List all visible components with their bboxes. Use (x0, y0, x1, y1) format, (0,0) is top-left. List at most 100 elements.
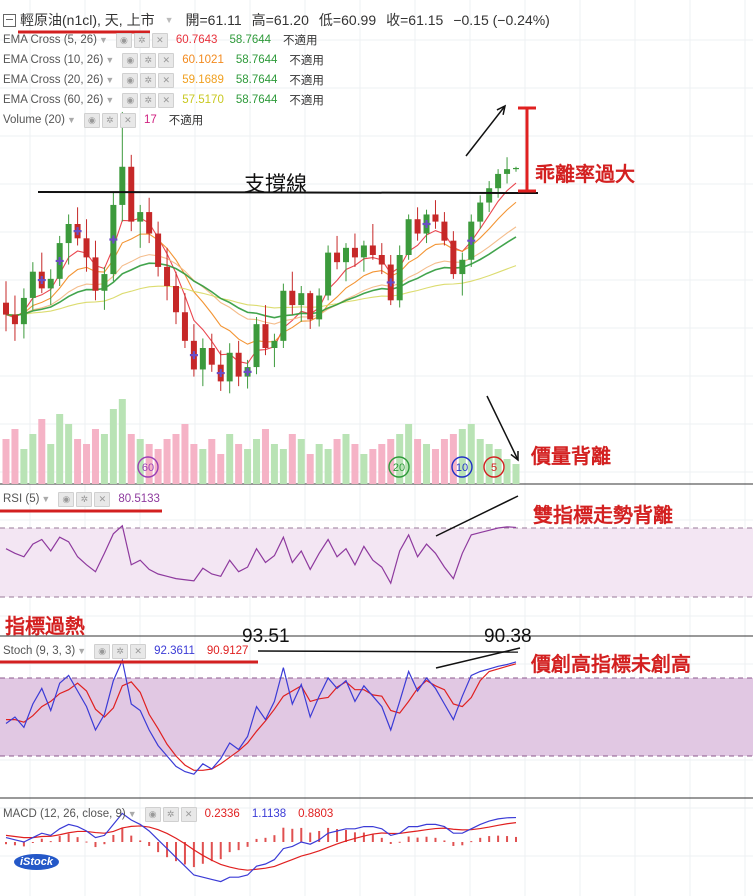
eye-icon[interactable]: ◉ (94, 643, 111, 659)
volume-bar (342, 434, 350, 484)
price-volume-divergence-label: 價量背離 (531, 446, 611, 468)
caret-icon[interactable]: ▼ (105, 75, 115, 85)
candle-body (119, 166, 126, 205)
volume-bar (378, 444, 386, 484)
caret-icon[interactable]: ▼ (105, 95, 115, 105)
volume-legend-name[interactable]: Volume (20) (3, 114, 66, 126)
stoch-high-1: 93.51 (242, 626, 290, 647)
macd-histogram-bar (121, 827, 124, 842)
candle-body (253, 324, 260, 368)
caret-icon[interactable]: ▼ (77, 646, 87, 656)
rsi-legend: RSI (5) ▼ ◉ ✲ ✕ 80.5133 (3, 491, 172, 507)
close-icon[interactable]: ✕ (158, 92, 175, 108)
eye-icon[interactable]: ◉ (58, 491, 75, 507)
macd-histogram-bar (416, 837, 419, 842)
gear-icon[interactable]: ✲ (140, 52, 157, 68)
stoch-legend-name[interactable]: Stoch (9, 3, 3) (3, 645, 76, 657)
gear-icon[interactable]: ✲ (133, 32, 150, 48)
candle-body (450, 240, 457, 275)
volume-bar (172, 434, 180, 484)
candle-body (351, 247, 358, 258)
candle-body (414, 219, 421, 234)
close-value: 收=61.15 (386, 12, 444, 28)
volume-marker-label: 20 (393, 462, 405, 474)
candle-body (405, 219, 412, 255)
candle-body (226, 352, 233, 382)
eye-icon[interactable]: ◉ (122, 92, 139, 108)
ema-cross-marker (189, 351, 198, 360)
volume-marker-label: 60 (142, 462, 154, 474)
candle-body (137, 212, 144, 222)
ema-cross-marker (243, 367, 252, 376)
collapse-square-icon[interactable] (3, 13, 16, 27)
ema-legend-name[interactable]: EMA Cross (5, 26) (3, 34, 97, 46)
close-icon[interactable]: ✕ (158, 52, 175, 68)
volume-bar (163, 439, 171, 484)
caret-icon[interactable]: ▼ (127, 809, 137, 819)
caret-icon[interactable]: ▼ (98, 35, 108, 45)
macd-histogram-bar (336, 829, 339, 842)
volume-bar (476, 439, 484, 484)
rsi-legend-name[interactable]: RSI (5) (3, 493, 40, 505)
volume-bar (324, 449, 332, 484)
macd-histogram-bar (425, 836, 428, 842)
ema-legend-name[interactable]: EMA Cross (60, 26) (3, 94, 104, 106)
eye-icon[interactable]: ◉ (122, 72, 139, 88)
gear-icon[interactable]: ✲ (101, 112, 118, 128)
stoch-high-2: 90.38 (484, 626, 532, 647)
gear-icon[interactable]: ✲ (76, 491, 93, 507)
ema-legend-name[interactable]: EMA Cross (20, 26) (3, 74, 104, 86)
macd-legend-name[interactable]: MACD (12, 26, close, 9) (3, 808, 126, 820)
macd-histogram-bar (443, 840, 446, 842)
volume-bar (145, 444, 153, 484)
stoch-band (0, 678, 753, 756)
eye-icon[interactable]: ◉ (144, 806, 161, 822)
ema-legend-60-26: EMA Cross (60, 26) ▼ ◉ ✲ ✕ 57.5170 58.7644 … (3, 92, 324, 108)
close-icon[interactable]: ✕ (151, 32, 168, 48)
ema-value-1: 57.5170 (182, 94, 224, 106)
close-icon[interactable]: ✕ (180, 806, 197, 822)
close-icon[interactable]: ✕ (158, 72, 175, 88)
volume-bar (91, 429, 99, 484)
gear-icon[interactable]: ✲ (140, 72, 157, 88)
macd-histogram-bar (237, 842, 240, 851)
macd-histogram-bar (228, 842, 231, 853)
caret-icon[interactable]: ▼ (67, 115, 76, 125)
volume-bar (431, 449, 439, 484)
macd-histogram-bar (506, 836, 509, 842)
ema-legend-name[interactable]: EMA Cross (10, 26) (3, 54, 104, 66)
macd-histogram-bar (273, 835, 276, 842)
trend-up-arrow (465, 105, 506, 157)
volume-bar (74, 439, 82, 484)
macd-histogram-bar (31, 842, 34, 843)
macd-histogram-bar (407, 836, 410, 842)
symbol-caret-icon[interactable]: ▼ (164, 15, 174, 25)
caret-icon[interactable]: ▼ (41, 494, 51, 504)
ema-value-2: 58.7644 (235, 74, 278, 86)
candle-body (316, 295, 323, 320)
close-icon[interactable]: ✕ (119, 112, 136, 128)
eye-icon[interactable]: ◉ (115, 32, 132, 48)
macd-histogram-bar (353, 832, 356, 842)
gear-icon[interactable]: ✲ (162, 806, 179, 822)
candle-body (128, 166, 135, 222)
gear-icon[interactable]: ✲ (112, 643, 129, 659)
volume-bar (83, 444, 91, 484)
close-icon[interactable]: ✕ (130, 643, 147, 659)
eye-icon[interactable]: ◉ (122, 52, 139, 68)
ema-cross-marker (73, 227, 82, 236)
symbol-label[interactable]: 輕原油(n1cl), 天, 上市 (20, 12, 155, 28)
macd-histogram-bar (362, 832, 365, 842)
support-line-label: 支撐線 (244, 173, 307, 196)
volume-bar (279, 449, 287, 484)
ema-value-1: 60.7643 (175, 34, 218, 46)
close-icon[interactable]: ✕ (94, 491, 111, 507)
volume-bar (65, 424, 73, 484)
macd-histogram-bar (148, 842, 151, 846)
gear-icon[interactable]: ✲ (140, 92, 157, 108)
na-label: 不適用 (168, 115, 204, 127)
eye-icon[interactable]: ◉ (83, 112, 100, 128)
caret-icon[interactable]: ▼ (105, 55, 115, 65)
rsi-line (5, 524, 517, 585)
